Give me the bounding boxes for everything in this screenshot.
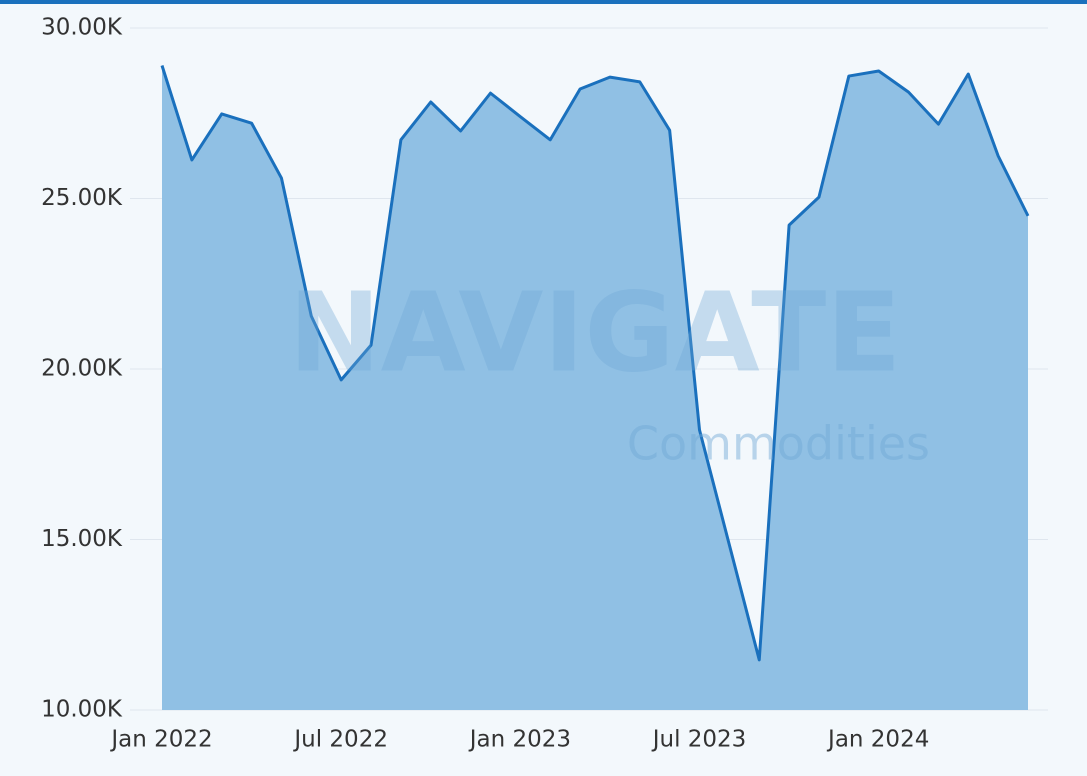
watermark-subtitle: Commodities (627, 417, 930, 471)
x-tick-label: Jul 2022 (292, 727, 388, 753)
y-tick-label: 20.00K (41, 356, 123, 382)
top-border (0, 0, 1087, 4)
x-tick-label: Jan 2022 (109, 727, 212, 753)
y-tick-label: 30.00K (41, 15, 123, 41)
plot: 10.00K 15.00K 20.00K 25.00K 30.00K Jan 2022 Ju… (41, 15, 1048, 753)
y-tick-label: 10.00K (41, 697, 123, 723)
x-tick-label: Jan 2023 (468, 727, 571, 753)
area-fill (162, 65, 1028, 710)
x-tick-label: Jul 2023 (651, 727, 747, 753)
x-tick-label: Jan 2024 (826, 727, 929, 753)
area-line (160, 65, 1030, 662)
y-tick-label: 25.00K (41, 185, 123, 211)
watermark-title: NAVIGATE (289, 268, 902, 396)
y-tick-label: 15.00K (41, 526, 123, 552)
